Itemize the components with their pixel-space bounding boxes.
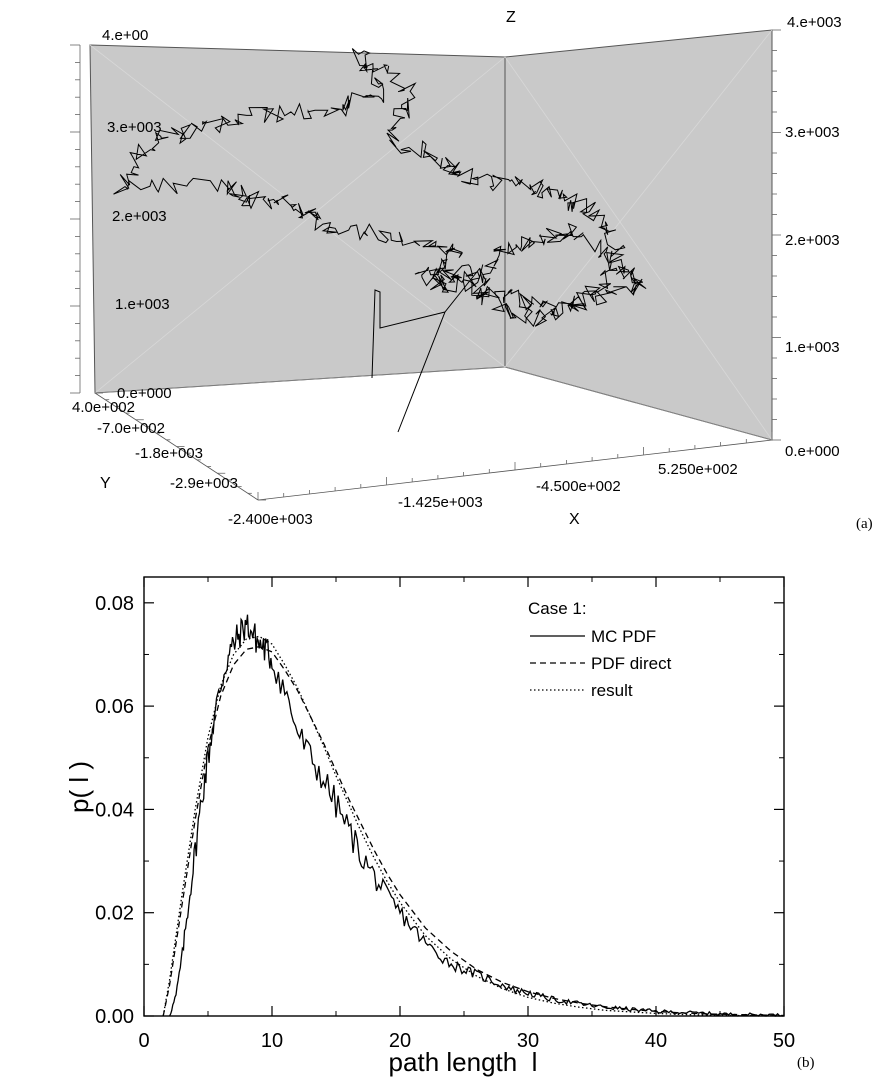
y-tick-label: 0.04 [95, 799, 134, 821]
x-tick-label: 0 [138, 1030, 149, 1052]
z-axis-name: Z [506, 9, 516, 26]
trajectory-entry-segments [371, 267, 481, 433]
z-left-tick-label: 2.e+003 [112, 208, 167, 225]
panel-b-line-chart: 0 10 20 30 40 50 0.00 0.02 0.04 0.06 0.08 Case 1:… [64, 576, 815, 1077]
random-walk-trajectory [113, 48, 647, 328]
x-tick-label: 50 [773, 1030, 795, 1052]
x-tick-label: -2.400e+003 [228, 511, 313, 528]
series-line-dashed [162, 646, 785, 1017]
floor-right-edge [504, 366, 773, 441]
y-axis-name: Y [100, 475, 111, 492]
x-tick-label: 5.250e+002 [658, 461, 738, 478]
y-tick-label: -7.0e+002 [97, 420, 165, 437]
z-left-tick-label: 0.e+000 [117, 385, 172, 402]
legend-entry: result [591, 681, 633, 700]
y-tick-marks [95, 392, 266, 501]
legend-entry: MC PDF [591, 627, 656, 646]
series-line-solid [169, 614, 785, 1017]
wall-diagonal-right [504, 56, 773, 441]
z-left-tick-label: 1.e+003 [115, 296, 170, 313]
y-tick-label: 0.02 [95, 903, 134, 925]
y-tick-label: -1.8e+003 [135, 445, 203, 462]
series-lines [162, 614, 785, 1017]
y-tick-label: 0.06 [95, 696, 134, 718]
z-right-tick-marks [772, 29, 781, 441]
z-right-tick-label: 4.e+003 [787, 14, 842, 31]
panel-a-3d-plot: 4.e+00 3.e+003 2.e+003 1.e+003 0.e+000 4… [70, 9, 873, 532]
z-right-tick-label: 0.e+000 [785, 443, 840, 460]
x-tick-label: 40 [645, 1030, 667, 1052]
y-axis-ticks: 0.00 0.02 0.04 0.06 0.08 [95, 593, 784, 1028]
x-tick-label: 30 [517, 1030, 539, 1052]
z-left-tick-label: 4.e+00 [102, 27, 148, 44]
wall-diagonal-left-2 [94, 56, 506, 394]
z-right-tick-label: 1.e+003 [785, 339, 840, 356]
x-tick-label: 20 [389, 1030, 411, 1052]
legend-entry: PDF direct [591, 654, 672, 673]
legend: Case 1: MC PDF PDF direct result [528, 599, 672, 700]
z-left-tick-marks [70, 44, 81, 394]
x-axis-name: X [569, 511, 580, 528]
z-left-tick-label: 3.e+003 [107, 119, 162, 136]
y-tick-label: -2.9e+003 [170, 475, 238, 492]
wall-diagonal-left [89, 44, 506, 368]
panel-b-label: (b) [797, 1055, 815, 1071]
y-axis-title: p( l ) [64, 761, 94, 813]
wall-diagonal-right-2 [504, 29, 773, 368]
series-line-dotted [162, 635, 785, 1017]
x-axis-ticks: 0 10 20 30 40 50 [138, 577, 795, 1052]
y-tick-label: 4.0e+002 [72, 399, 135, 416]
right-back-wall [504, 29, 773, 441]
z-right-tick-label: 3.e+003 [785, 124, 840, 141]
legend-title: Case 1: [528, 599, 587, 618]
floor-diagonal [94, 366, 506, 394]
x-tick-label: 10 [261, 1030, 283, 1052]
panel-a-label: (a) [856, 516, 873, 532]
z-right-tick-label: 2.e+003 [785, 232, 840, 249]
y-tick-label: 0.00 [95, 1006, 134, 1028]
y-tick-label: 0.08 [95, 593, 134, 615]
x-tick-label: -1.425e+003 [398, 494, 483, 511]
x-tick-label: -4.500e+002 [536, 478, 621, 495]
x-axis-title: path length l [389, 1047, 538, 1077]
x-tick-marks [257, 432, 773, 500]
